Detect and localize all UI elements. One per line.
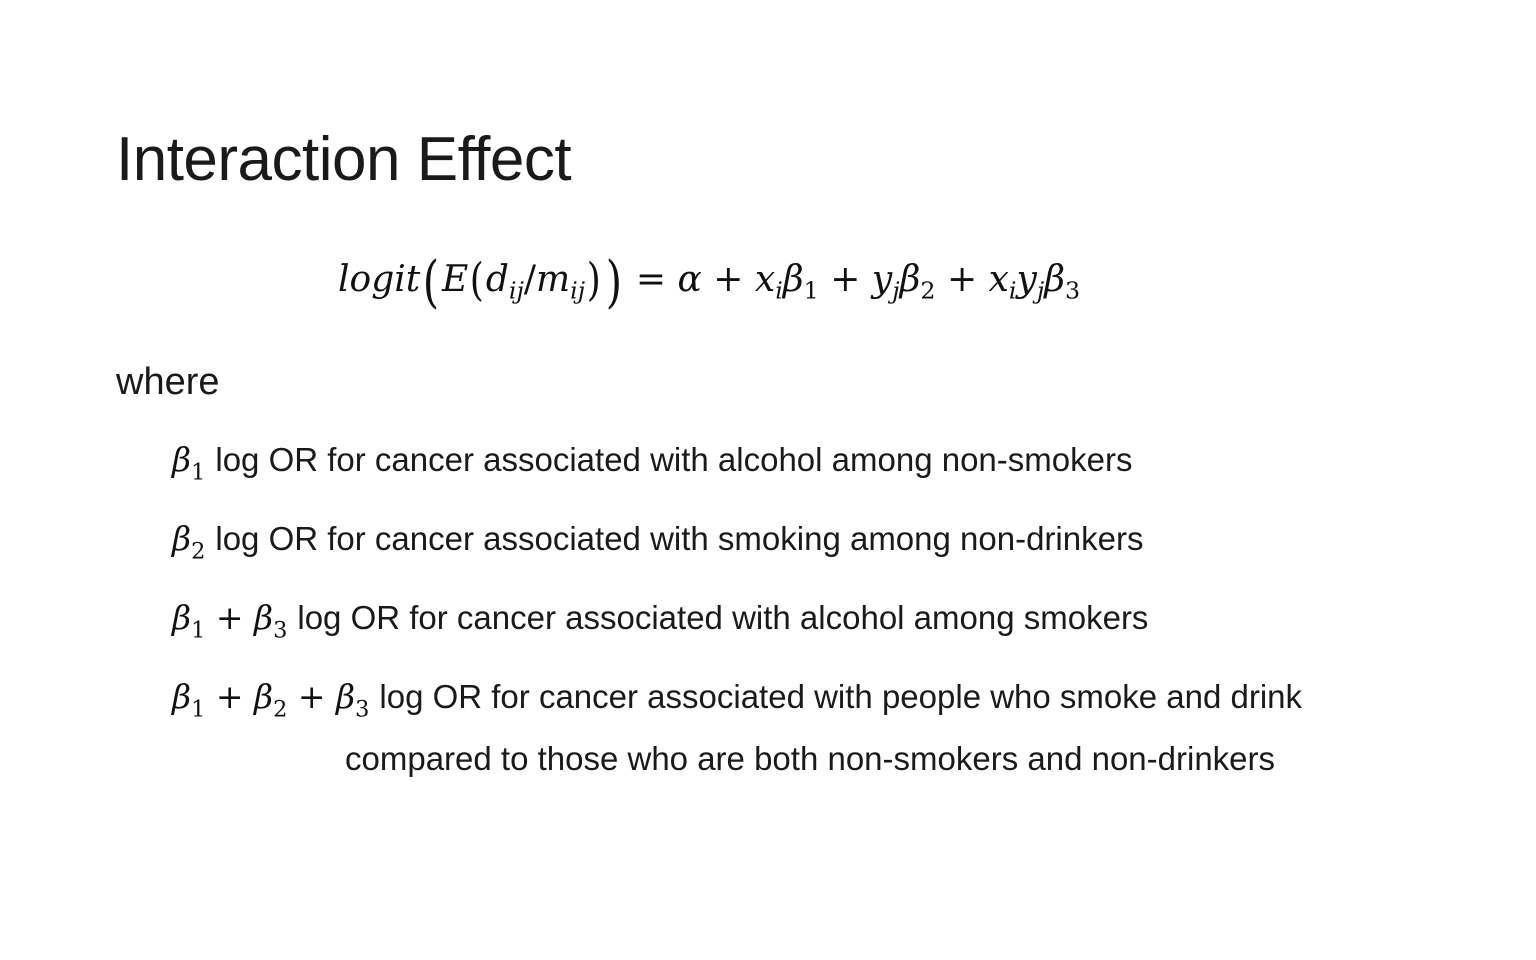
slide-title: Interaction Effect [116,125,572,194]
equals-sign: = [635,259,667,300]
expectation-E: E [442,259,469,300]
beta-symbol: β [1044,259,1066,300]
plus-sign: + [946,259,978,300]
sub-i: i [1008,276,1017,305]
definition-text: log OR for cancer associated with alcoho… [215,441,1133,478]
sub-ij-m: ij [570,276,586,305]
beta-subscript: 2 [191,538,206,565]
beta-1-symbol: β1 [172,440,205,484]
beta-symbol: β [336,677,356,716]
where-label: where [116,361,220,403]
beta-symbol: β [172,440,192,479]
var-y: y [871,259,893,300]
beta-1-plus-beta-2-plus-beta-3-symbol: β1 + β2 + β3 [172,677,369,721]
sub-1: 1 [803,276,819,305]
sub-3: 3 [1065,276,1081,305]
sub-2: 2 [920,276,936,305]
beta-symbol: β [782,259,804,300]
plus-sign: + [830,259,861,300]
definition-continuation: compared to those who are both non-smoke… [345,740,1276,777]
beta-symbol: β [172,519,192,558]
definition-row: β1 + β3 log OR for cancer associated with… [172,598,1149,642]
definition-text: log OR for cancer associated with people… [379,678,1303,715]
beta-subscript: 1 [191,696,206,723]
sub-j: j [1036,276,1045,305]
divide-slash: / [523,259,536,300]
var-x: x [988,259,1009,300]
definition-row: β1 + β2 + β3 log OR for cancer associated… [172,677,1303,721]
beta-symbol: β [254,677,274,716]
definition-row: β2 log OR for cancer associated with smok… [172,519,1144,563]
alpha-symbol: α [677,259,702,300]
logit-func: logit [338,259,421,300]
beta-subscript: 1 [191,617,206,644]
var-m: m [536,259,571,300]
var-x: x [754,259,776,300]
definition-text: log OR for cancer associated with smokin… [215,520,1144,557]
definition-row: β1 log OR for cancer associated with alco… [172,440,1133,484]
beta-subscript: 3 [273,617,288,644]
beta-subscript: 2 [273,696,288,723]
logit-equation: logit(E(dij/mij)) = α + xiβ1 + yjβ2 + xi… [338,250,1081,316]
plus-sign: + [713,259,744,300]
beta-subscript: 3 [355,696,370,723]
beta-2-symbol: β2 [172,519,205,563]
beta-1-plus-beta-3-symbol: β1 + β3 [172,598,287,642]
beta-symbol: β [172,598,192,637]
plus-sign: + [215,598,244,637]
sub-j: j [892,276,900,305]
sub-i: i [775,276,783,305]
beta-symbol: β [172,677,192,716]
definition-text: log OR for cancer associated with alcoho… [297,599,1149,636]
var-d: d [485,259,509,300]
plus-sign: + [215,677,244,716]
var-y: y [1016,259,1037,300]
sub-ij-d: ij [508,276,524,305]
beta-subscript: 1 [191,459,206,486]
plus-sign: + [297,677,326,716]
beta-symbol: β [899,259,921,300]
beta-symbol: β [254,598,274,637]
